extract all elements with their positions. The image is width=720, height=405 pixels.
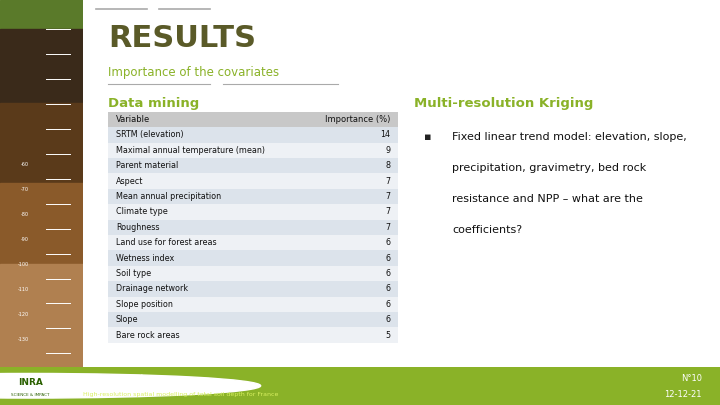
Text: -60: -60 bbox=[21, 162, 29, 167]
Text: RESULTS: RESULTS bbox=[108, 24, 256, 53]
Bar bbox=[0, 102, 83, 183]
Bar bbox=[108, 127, 398, 143]
Bar bbox=[0, 183, 83, 264]
Text: -90: -90 bbox=[21, 237, 29, 242]
Text: Data mining: Data mining bbox=[108, 97, 199, 110]
Text: Wetness index: Wetness index bbox=[116, 254, 174, 262]
Bar bbox=[0, 0, 83, 29]
Text: Aspect: Aspect bbox=[116, 177, 143, 185]
Text: 6: 6 bbox=[386, 284, 390, 293]
Bar bbox=[108, 327, 398, 343]
Text: Soil type: Soil type bbox=[116, 269, 151, 278]
Text: Parent material: Parent material bbox=[116, 161, 178, 170]
Text: ▪: ▪ bbox=[423, 132, 431, 142]
Text: Marine Lacoste: Marine Lacoste bbox=[83, 373, 149, 383]
Bar bbox=[108, 189, 398, 204]
Text: 9: 9 bbox=[385, 146, 390, 155]
Text: 6: 6 bbox=[386, 300, 390, 309]
Text: Multi-resolution Kriging: Multi-resolution Kriging bbox=[414, 97, 593, 110]
Bar bbox=[108, 281, 398, 296]
Bar bbox=[108, 235, 398, 250]
Bar bbox=[108, 266, 398, 281]
Bar bbox=[0, 264, 83, 367]
Text: resistance and NPP – what are the: resistance and NPP – what are the bbox=[452, 194, 643, 204]
Bar bbox=[108, 296, 398, 312]
Circle shape bbox=[0, 373, 261, 398]
Text: 5: 5 bbox=[385, 330, 390, 339]
Bar bbox=[108, 143, 398, 158]
Text: Slope position: Slope position bbox=[116, 300, 173, 309]
Text: Bare rock areas: Bare rock areas bbox=[116, 330, 179, 339]
Text: SCIENCE & IMPACT: SCIENCE & IMPACT bbox=[11, 393, 50, 397]
Bar bbox=[108, 312, 398, 327]
Text: -100: -100 bbox=[18, 262, 29, 267]
Text: Climate type: Climate type bbox=[116, 207, 168, 216]
Text: precipitation, gravimetry, bed rock: precipitation, gravimetry, bed rock bbox=[452, 163, 647, 173]
Bar bbox=[108, 173, 398, 189]
Text: -120: -120 bbox=[18, 312, 29, 317]
Text: Land use for forest areas: Land use for forest areas bbox=[116, 238, 217, 247]
Bar bbox=[108, 204, 398, 220]
Text: Roughness: Roughness bbox=[116, 223, 159, 232]
Bar bbox=[108, 158, 398, 173]
Text: Importance (%): Importance (%) bbox=[325, 115, 390, 124]
Text: 7: 7 bbox=[385, 223, 390, 232]
Bar bbox=[108, 112, 398, 127]
Text: SRTM (elevation): SRTM (elevation) bbox=[116, 130, 184, 139]
Text: -110: -110 bbox=[18, 287, 29, 292]
Bar bbox=[108, 250, 398, 266]
Bar bbox=[108, 220, 398, 235]
Text: Importance of the covariates: Importance of the covariates bbox=[108, 66, 279, 79]
Text: -80: -80 bbox=[21, 212, 29, 217]
Text: 7: 7 bbox=[385, 177, 390, 185]
Bar bbox=[0, 29, 83, 102]
Text: Maximal annual temperature (mean): Maximal annual temperature (mean) bbox=[116, 146, 265, 155]
Text: INRA: INRA bbox=[18, 378, 42, 387]
Text: Mean annual precipitation: Mean annual precipitation bbox=[116, 192, 221, 201]
Text: Slope: Slope bbox=[116, 315, 138, 324]
Text: 12-12-21: 12-12-21 bbox=[665, 390, 702, 399]
Text: 6: 6 bbox=[386, 269, 390, 278]
Text: coefficients?: coefficients? bbox=[452, 226, 523, 235]
Text: -130: -130 bbox=[18, 337, 29, 342]
Text: 8: 8 bbox=[386, 161, 390, 170]
Text: 6: 6 bbox=[386, 238, 390, 247]
Text: 7: 7 bbox=[385, 192, 390, 201]
Text: 14: 14 bbox=[381, 130, 390, 139]
Text: Variable: Variable bbox=[116, 115, 150, 124]
Text: 6: 6 bbox=[386, 315, 390, 324]
Text: Fixed linear trend model: elevation, slope,: Fixed linear trend model: elevation, slo… bbox=[452, 132, 687, 142]
Text: 7: 7 bbox=[385, 207, 390, 216]
Text: Drainage network: Drainage network bbox=[116, 284, 188, 293]
Text: 6: 6 bbox=[386, 254, 390, 262]
Text: N°10: N°10 bbox=[681, 374, 702, 384]
Text: -70: -70 bbox=[21, 188, 29, 192]
Text: High-resolution spatial modelling of total soil depth for France: High-resolution spatial modelling of tot… bbox=[83, 392, 278, 397]
